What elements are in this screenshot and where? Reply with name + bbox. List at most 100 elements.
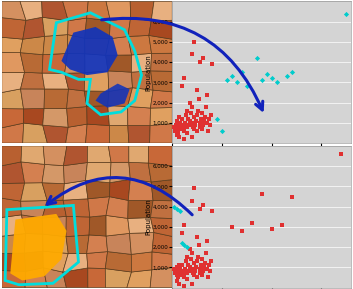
Polygon shape	[150, 108, 172, 125]
Point	[172, 204, 177, 209]
Point	[254, 56, 259, 60]
Polygon shape	[21, 146, 45, 164]
Point	[190, 125, 196, 129]
Point	[181, 223, 187, 227]
Polygon shape	[43, 146, 67, 166]
Point	[175, 275, 181, 280]
Polygon shape	[67, 35, 85, 54]
Point	[194, 88, 200, 93]
Point	[177, 271, 183, 276]
Point	[189, 104, 195, 109]
Point	[204, 92, 210, 97]
Point	[184, 108, 190, 113]
Point	[172, 129, 178, 133]
Polygon shape	[105, 268, 132, 288]
Polygon shape	[43, 108, 68, 127]
Polygon shape	[24, 108, 44, 125]
Polygon shape	[85, 124, 109, 143]
Point	[200, 56, 206, 60]
Point	[179, 263, 185, 268]
Point	[173, 269, 179, 274]
Point	[180, 271, 186, 276]
Polygon shape	[2, 109, 24, 128]
Polygon shape	[128, 125, 150, 143]
Point	[193, 265, 199, 270]
Point	[239, 70, 245, 75]
Polygon shape	[43, 35, 68, 55]
Point	[264, 72, 270, 77]
Polygon shape	[23, 123, 47, 143]
Point	[196, 243, 202, 247]
Point	[207, 269, 213, 274]
Point	[183, 259, 189, 264]
Point	[179, 116, 185, 121]
Polygon shape	[106, 55, 132, 72]
Point	[205, 129, 211, 133]
Polygon shape	[129, 146, 149, 163]
Polygon shape	[109, 179, 130, 200]
Polygon shape	[151, 1, 172, 21]
Point	[259, 78, 264, 83]
Point	[193, 118, 199, 123]
Point	[181, 129, 187, 133]
Point	[229, 74, 235, 79]
Point	[343, 11, 349, 16]
Polygon shape	[109, 125, 129, 143]
Polygon shape	[108, 71, 132, 91]
Polygon shape	[150, 124, 172, 143]
Polygon shape	[2, 52, 25, 73]
Polygon shape	[43, 251, 68, 272]
Point	[199, 110, 205, 115]
Polygon shape	[106, 233, 131, 254]
Point	[174, 273, 180, 278]
Polygon shape	[65, 73, 85, 91]
Polygon shape	[127, 270, 152, 288]
Point	[176, 114, 182, 119]
Point	[189, 281, 195, 286]
Point	[191, 186, 197, 191]
Point	[195, 255, 201, 260]
Point	[172, 271, 178, 276]
Polygon shape	[85, 18, 110, 39]
Point	[179, 231, 185, 235]
Polygon shape	[2, 215, 26, 236]
Polygon shape	[151, 71, 172, 92]
Point	[175, 131, 181, 135]
Polygon shape	[63, 253, 88, 272]
Polygon shape	[105, 252, 132, 272]
Polygon shape	[66, 216, 90, 237]
Polygon shape	[151, 53, 172, 71]
Polygon shape	[108, 105, 128, 125]
Polygon shape	[128, 218, 154, 233]
Polygon shape	[43, 125, 68, 143]
Polygon shape	[108, 146, 129, 162]
Polygon shape	[130, 1, 154, 21]
Point	[189, 267, 195, 272]
Point	[172, 267, 177, 272]
Polygon shape	[63, 199, 90, 217]
Point	[339, 152, 344, 156]
Point	[174, 206, 180, 211]
Point	[199, 127, 205, 131]
Polygon shape	[129, 162, 151, 182]
Polygon shape	[43, 234, 68, 253]
Polygon shape	[87, 252, 108, 268]
Polygon shape	[149, 36, 172, 53]
Point	[191, 40, 197, 44]
Polygon shape	[61, 27, 118, 75]
Polygon shape	[64, 146, 88, 166]
Point	[209, 62, 215, 66]
Point	[274, 80, 280, 85]
Polygon shape	[150, 218, 172, 236]
Point	[197, 125, 203, 129]
Point	[203, 104, 209, 109]
Y-axis label: Population: Population	[145, 198, 151, 235]
Polygon shape	[21, 201, 47, 218]
Point	[194, 129, 200, 133]
Point	[183, 121, 188, 125]
Point	[177, 121, 183, 125]
Polygon shape	[128, 88, 153, 108]
Point	[195, 108, 201, 113]
Polygon shape	[2, 162, 25, 184]
Polygon shape	[2, 89, 24, 109]
